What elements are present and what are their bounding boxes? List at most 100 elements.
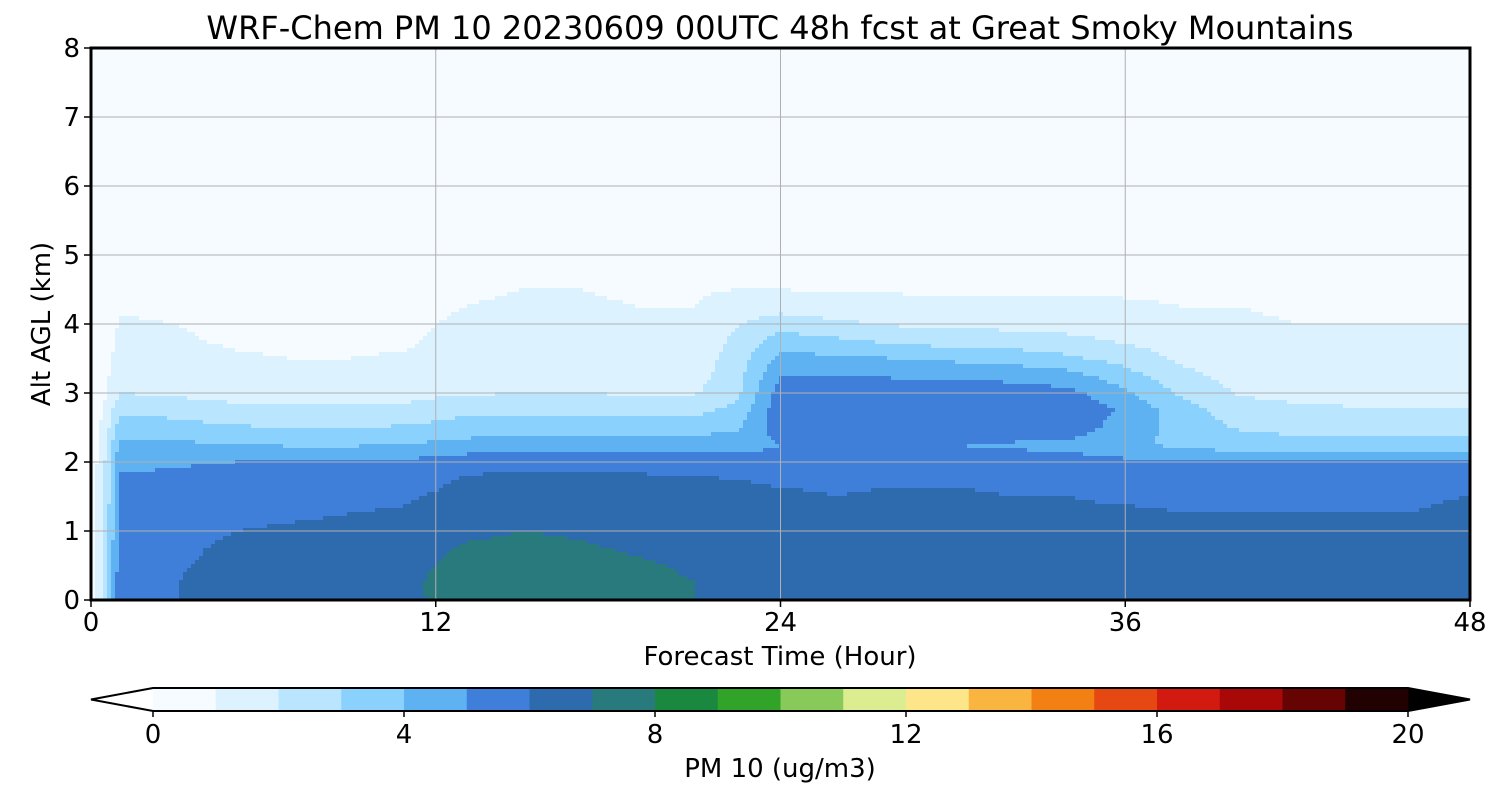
heat-cell xyxy=(451,64,456,69)
heat-cell xyxy=(1395,64,1400,69)
heat-cell xyxy=(407,64,412,69)
heat-cell xyxy=(131,56,136,61)
heat-cell xyxy=(255,60,260,65)
heat-cell xyxy=(531,80,536,85)
heat-cell xyxy=(831,60,836,65)
heat-cell xyxy=(651,52,656,57)
heat-cell xyxy=(1019,68,1024,73)
heat-cell xyxy=(1287,60,1292,65)
heat-cell xyxy=(963,60,968,65)
heat-cell xyxy=(1243,64,1248,69)
heat-cell xyxy=(615,72,620,77)
heat-cell xyxy=(303,56,308,61)
heat-cell xyxy=(295,72,300,77)
heat-cell xyxy=(263,68,268,73)
heat-cell xyxy=(459,72,464,77)
heat-cell xyxy=(659,76,664,81)
heat-cell xyxy=(1351,72,1356,77)
heat-cell xyxy=(1135,52,1140,57)
heat-cell xyxy=(559,52,564,57)
heat-cell xyxy=(175,68,180,73)
heat-cell xyxy=(659,52,664,57)
heat-cell xyxy=(283,52,288,57)
heat-cell xyxy=(567,60,572,65)
heat-cell xyxy=(903,80,908,85)
heat-cell xyxy=(491,80,496,85)
heat-cell xyxy=(175,64,180,69)
heat-cell xyxy=(751,64,756,69)
heat-cell xyxy=(1231,52,1236,57)
heat-cell xyxy=(483,68,488,73)
heat-cell xyxy=(651,72,656,77)
heat-cell xyxy=(195,56,200,61)
heat-cell xyxy=(1147,56,1152,61)
heat-cell xyxy=(223,56,228,61)
heat-cell xyxy=(947,76,952,81)
heat-cell xyxy=(951,80,956,85)
heat-cell xyxy=(555,68,560,73)
heat-cell xyxy=(419,64,424,69)
heat-cell xyxy=(207,76,212,81)
heat-cell xyxy=(1303,64,1308,69)
heat-cell xyxy=(967,68,972,73)
heat-cell xyxy=(599,64,604,69)
heat-cell xyxy=(811,72,816,77)
heat-cell xyxy=(539,56,544,61)
heat-cell xyxy=(475,76,480,81)
heat-cell xyxy=(427,80,432,85)
heat-cell xyxy=(959,60,964,65)
heat-cell xyxy=(539,80,544,85)
heat-cell xyxy=(907,80,912,85)
heat-cell xyxy=(915,72,920,77)
heat-cell xyxy=(971,68,976,73)
heat-cell xyxy=(739,68,744,73)
heat-cell xyxy=(607,80,612,85)
heat-cell xyxy=(1459,64,1464,69)
heat-cell xyxy=(603,68,608,73)
heat-cell xyxy=(1219,72,1224,77)
heat-cell xyxy=(775,76,780,81)
heat-cell xyxy=(1019,76,1024,81)
heat-cell xyxy=(1243,60,1248,65)
heat-cell xyxy=(839,56,844,61)
heat-cell xyxy=(1011,52,1016,57)
heat-cell xyxy=(99,52,104,57)
heat-cell xyxy=(723,64,728,69)
heat-cell xyxy=(183,60,188,65)
heat-cell xyxy=(603,52,608,57)
heat-cell xyxy=(559,56,564,61)
heat-cell xyxy=(903,76,908,81)
heat-cell xyxy=(1255,76,1260,81)
heat-cell xyxy=(911,72,916,77)
heat-cell xyxy=(1355,52,1360,57)
heat-cell xyxy=(887,60,892,65)
heat-cell xyxy=(715,64,720,69)
heat-cell xyxy=(163,72,168,77)
heat-cell xyxy=(1083,72,1088,77)
heat-cell xyxy=(855,56,860,61)
heat-cell xyxy=(1407,64,1412,69)
heat-cell xyxy=(691,76,696,81)
heat-cell xyxy=(1043,72,1048,77)
heat-cell xyxy=(859,52,864,57)
heat-cell xyxy=(1251,72,1256,77)
heat-cell xyxy=(415,60,420,65)
heat-cell xyxy=(511,64,516,69)
heat-cell xyxy=(1451,60,1456,65)
heat-cell xyxy=(1411,56,1416,61)
heat-cell xyxy=(451,60,456,65)
heat-cell xyxy=(1163,52,1168,57)
heat-cell xyxy=(371,60,376,65)
heat-cell xyxy=(487,60,492,65)
heat-cell xyxy=(971,56,976,61)
heat-cell xyxy=(963,56,968,61)
heat-cell xyxy=(131,80,136,85)
heat-cell xyxy=(347,52,352,57)
heat-cell xyxy=(695,52,700,57)
heat-cell xyxy=(651,80,656,85)
heat-cell xyxy=(191,64,196,69)
heat-cell xyxy=(1323,72,1328,77)
heat-cell xyxy=(259,72,264,77)
heat-cell xyxy=(1071,76,1076,81)
heat-cell xyxy=(1263,56,1268,61)
